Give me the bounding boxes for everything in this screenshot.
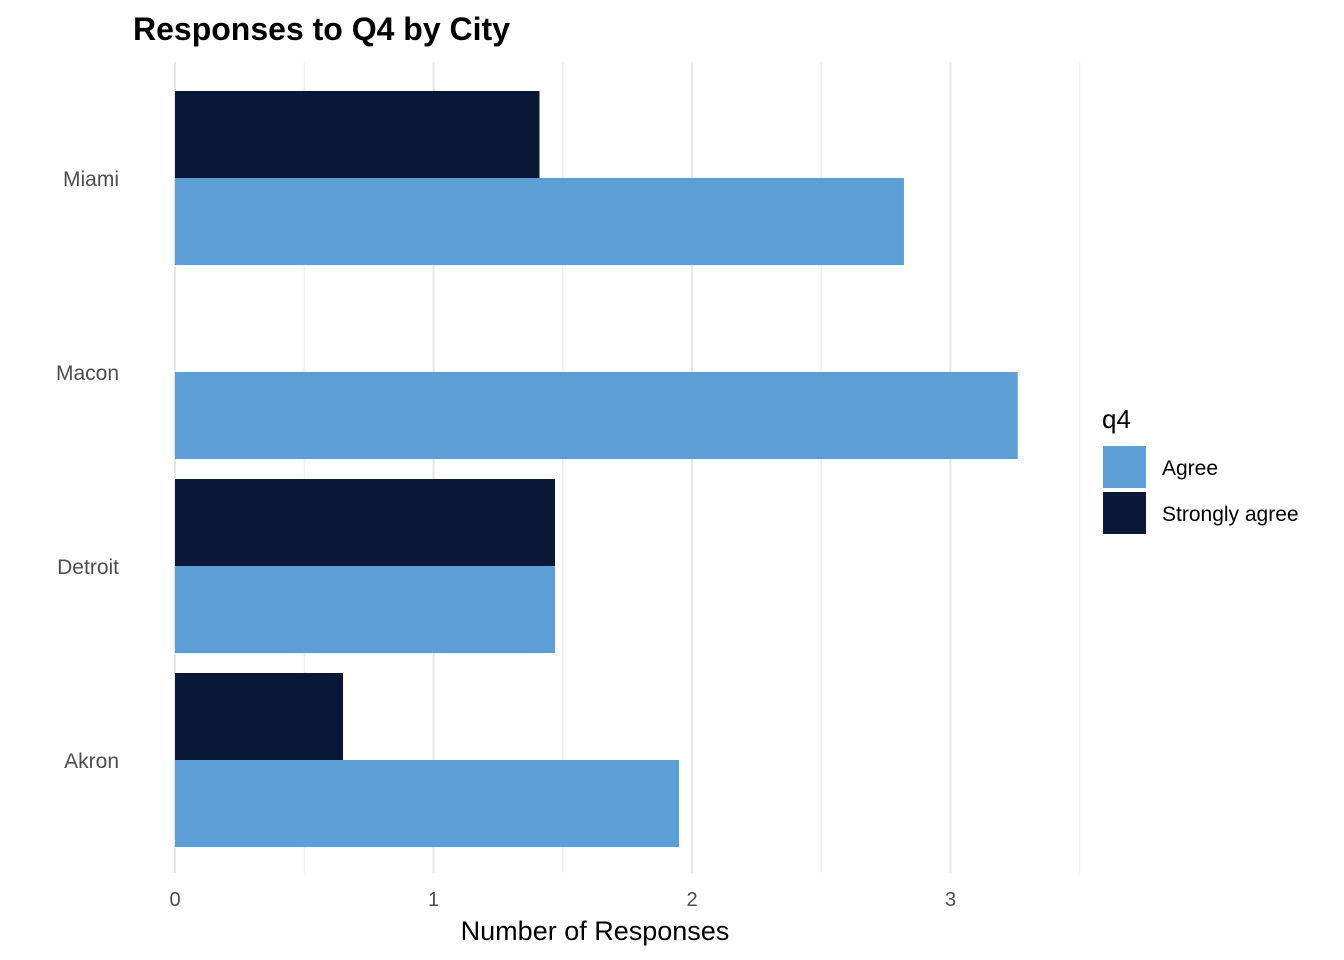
y-tick-label: Macon bbox=[56, 362, 119, 385]
legend-label: Agree bbox=[1162, 457, 1218, 480]
bar-miami-agree bbox=[175, 178, 904, 265]
x-axis-ticks: 0 1 2 3 bbox=[169, 889, 956, 911]
bar-akron-agree bbox=[175, 760, 680, 847]
y-tick-label: Akron bbox=[64, 750, 119, 773]
x-tick-label: 0 bbox=[169, 889, 180, 911]
bar-akron-strongly-agree bbox=[175, 673, 344, 760]
legend-swatch bbox=[1103, 492, 1146, 534]
legend-swatch bbox=[1103, 446, 1146, 488]
legend: q4 Agree Strongly agree bbox=[1102, 404, 1299, 534]
y-tick-label: Miami bbox=[63, 168, 119, 191]
legend-title: q4 bbox=[1102, 404, 1131, 434]
legend-label: Strongly agree bbox=[1162, 503, 1299, 526]
bar-detroit-agree bbox=[175, 566, 555, 653]
chart-title: Responses to Q4 by City bbox=[133, 11, 510, 47]
y-axis-ticks: Miami Macon Detroit Akron bbox=[56, 168, 119, 773]
y-tick-label: Detroit bbox=[57, 556, 119, 579]
x-axis-label: Number of Responses bbox=[461, 916, 730, 946]
bar-detroit-strongly-agree bbox=[175, 479, 555, 566]
bar-macon-agree bbox=[175, 372, 1018, 459]
x-tick-label: 2 bbox=[686, 889, 697, 911]
x-tick-label: 3 bbox=[945, 889, 956, 911]
x-tick-label: 1 bbox=[428, 889, 439, 911]
bar-miami-strongly-agree bbox=[175, 91, 540, 178]
bars bbox=[175, 91, 1018, 847]
